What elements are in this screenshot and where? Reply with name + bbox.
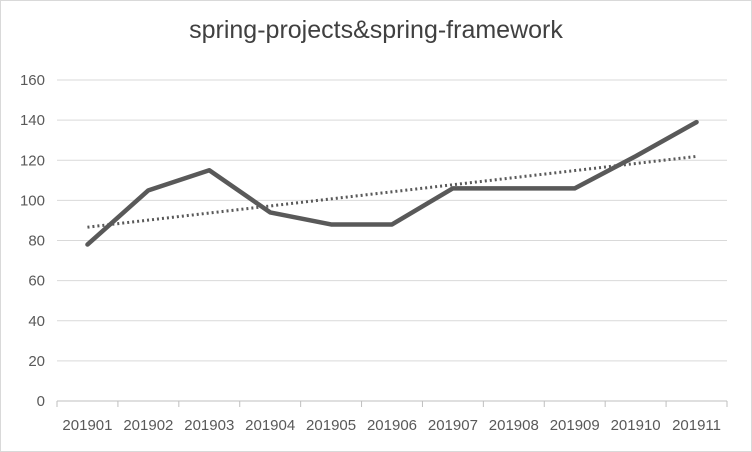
- x-tick-label: 201907: [428, 417, 478, 434]
- x-tick-label: 201908: [489, 417, 539, 434]
- y-tick-label: 80: [28, 233, 45, 250]
- y-tick-label: 100: [20, 192, 45, 209]
- series-line: [85, 119, 699, 247]
- y-tick-label: 120: [20, 152, 45, 169]
- y-tick-label: 40: [28, 313, 45, 330]
- chart-title: spring-projects&spring-framework: [189, 16, 563, 44]
- x-tick-label: 201903: [184, 417, 234, 434]
- y-axis-tick-labels: 0 20 40 60 80 100 120 140 160: [20, 72, 45, 410]
- x-tick-label: 201909: [550, 417, 600, 434]
- x-tick-label: 201905: [306, 417, 356, 434]
- x-tick-label: 201901: [62, 417, 112, 434]
- trendline-group: [87, 154, 697, 229]
- y-tick-label: 160: [20, 72, 45, 89]
- y-tick-label: 0: [37, 393, 45, 410]
- y-tick-label: 20: [28, 353, 45, 370]
- x-tick-label: 201910: [611, 417, 661, 434]
- x-tick-label: 201902: [123, 417, 173, 434]
- series-group: [85, 119, 699, 247]
- trendline: [87, 154, 697, 229]
- y-tick-label: 60: [28, 273, 45, 290]
- x-axis-tick-labels: 201901 201902 201903 201904 201905 201906 2019…: [62, 417, 721, 434]
- x-axis: [56, 400, 728, 407]
- gridlines: [57, 79, 727, 362]
- x-tick-label: 201911: [672, 417, 721, 434]
- x-tick-label: 201904: [245, 417, 295, 434]
- y-tick-label: 140: [20, 112, 45, 129]
- x-tick-label: 201906: [367, 417, 417, 434]
